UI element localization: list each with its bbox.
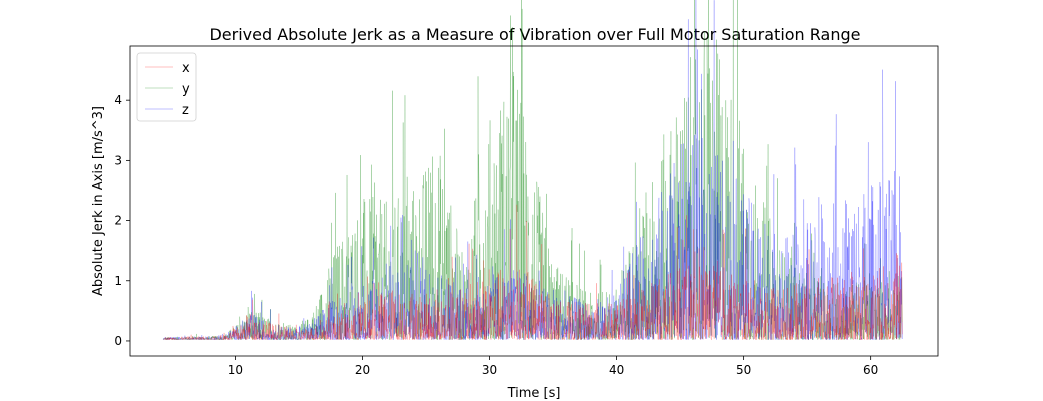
legend: x y z bbox=[136, 52, 197, 122]
y-tick-label: 1 bbox=[114, 274, 122, 288]
x-axis-label: Time [s] bbox=[507, 386, 561, 401]
x-tick-label: 50 bbox=[736, 363, 751, 377]
plot-area bbox=[129, 0, 939, 357]
series-line-y bbox=[162, 0, 903, 341]
legend-label-x: x bbox=[182, 61, 190, 76]
y-tick-label: 0 bbox=[114, 334, 122, 348]
x-tick-label: 20 bbox=[355, 363, 370, 377]
series-layer bbox=[162, 0, 903, 341]
y-tick-label: 2 bbox=[114, 214, 122, 228]
chart-title: Derived Absolute Jerk as a Measure of Vi… bbox=[209, 25, 860, 44]
x-tick-label: 40 bbox=[609, 363, 624, 377]
y-tick-label: 3 bbox=[114, 153, 122, 167]
y-axis-label: Absolute Jerk in Axis [m/s^3] bbox=[91, 106, 106, 296]
x-tick-label: 10 bbox=[228, 363, 243, 377]
y-axis: 0 1 2 3 4 bbox=[114, 93, 130, 348]
plot-frame bbox=[129, 45, 939, 357]
y-tick-label: 4 bbox=[114, 93, 122, 107]
x-tick-label: 60 bbox=[863, 363, 878, 377]
legend-label-y: y bbox=[182, 82, 190, 97]
x-tick-label: 30 bbox=[482, 363, 497, 377]
series-line-x bbox=[162, 204, 903, 341]
x-axis: 10 20 30 40 50 60 bbox=[228, 356, 878, 377]
legend-frame bbox=[136, 52, 197, 122]
legend-label-z: z bbox=[182, 103, 189, 118]
